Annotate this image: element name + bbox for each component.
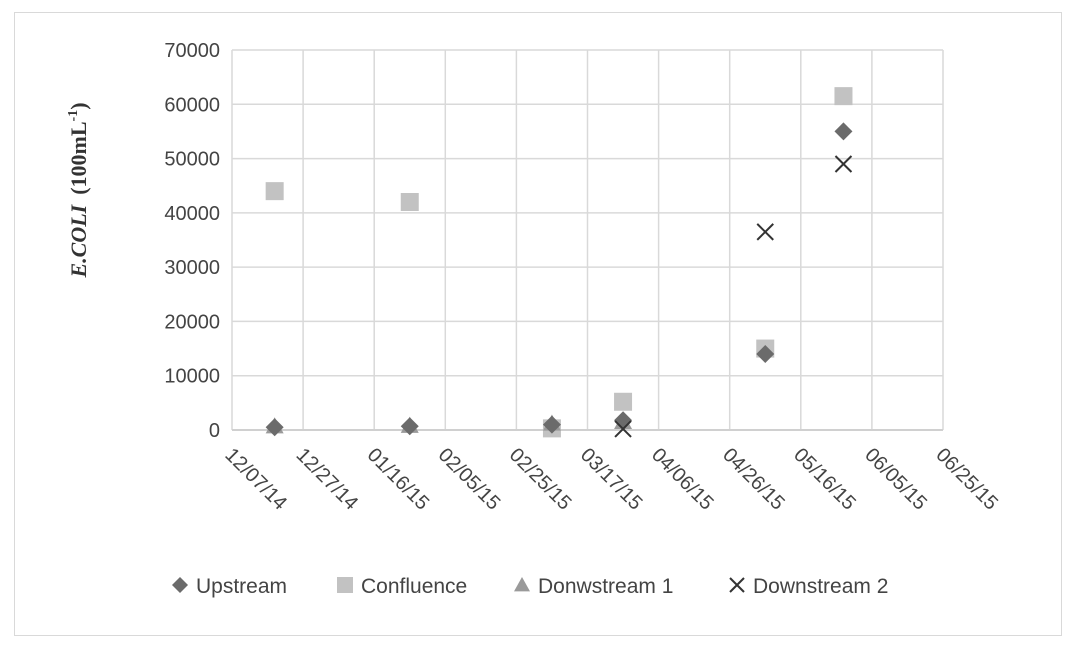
x-tick-label: 04/06/15 <box>647 444 718 515</box>
data-points <box>265 87 853 438</box>
x-tick-label: 03/17/15 <box>576 444 647 515</box>
legend-marker-downstream-2 <box>729 577 745 593</box>
confluence-point <box>265 182 284 201</box>
y-tick-label: 60000 <box>164 94 220 116</box>
y-tick-label: 10000 <box>164 366 220 388</box>
y-tick-label: 20000 <box>164 311 220 333</box>
y-tick-label: 40000 <box>164 203 220 225</box>
legend-item-downstream-2: Downstream 2 <box>729 575 888 598</box>
y-tick-label: 0 <box>209 420 220 442</box>
legend-label: Downstream 2 <box>753 575 888 598</box>
legend-item-confluence: Confluence <box>337 575 467 598</box>
y-tick-label: 30000 <box>164 257 220 279</box>
upstream-point <box>265 418 284 437</box>
y-axis-label-close: ) <box>66 102 91 109</box>
legend-marker-upstream <box>172 577 188 593</box>
x-marker-stroke <box>756 223 774 241</box>
x-tick-label: 05/16/15 <box>789 444 860 515</box>
legend-label: Confluence <box>361 575 467 598</box>
downstream-2-point <box>614 420 632 438</box>
downstream-2-point <box>756 223 774 241</box>
y-tick-label: 70000 <box>164 40 220 62</box>
downstream-2-point <box>834 155 853 173</box>
confluence-point <box>834 87 853 106</box>
y-axis-label: E.COLI (100mL-1) <box>66 102 91 278</box>
x-tick-label: 02/25/15 <box>505 444 576 515</box>
y-axis-label-sup: -1 <box>66 110 81 122</box>
x-marker-stroke <box>729 577 745 593</box>
x-tick-label: 01/16/15 <box>363 444 434 515</box>
y-tick-label: 50000 <box>164 149 220 171</box>
legend-marker-donwstream-1 <box>514 577 530 592</box>
x-tick-label: 12/27/14 <box>292 444 363 515</box>
x-marker-stroke <box>614 420 632 438</box>
legend-label: Upstream <box>196 575 287 598</box>
legend: Upstream Confluence Donwstream 1 Downstream… <box>172 575 888 598</box>
legend-marker-confluence <box>337 577 353 593</box>
chart-frame <box>14 12 1062 636</box>
legend-item-donwstream-1: Donwstream 1 <box>514 575 673 598</box>
confluence-point <box>400 193 419 211</box>
upstream-point <box>542 415 561 434</box>
x-tick-label: 02/05/15 <box>434 444 505 515</box>
x-tick-label: 12/07/14 <box>220 444 291 515</box>
y-axis-label-unit: (100mL <box>66 121 91 194</box>
x-tick-label: 06/05/15 <box>860 444 931 515</box>
upstream-point <box>756 345 775 363</box>
x-tick-label: 06/25/15 <box>931 444 1002 515</box>
legend-item-upstream: Upstream <box>172 575 287 598</box>
gridlines <box>231 49 944 431</box>
x-tick-label: 04/26/15 <box>718 444 789 515</box>
legend-label: Donwstream 1 <box>538 575 673 598</box>
x-axis-ticks: 12/07/14 12/27/14 01/16/15 02/05/15 02/25/15… <box>220 444 1002 515</box>
upstream-point <box>400 417 419 436</box>
upstream-point <box>834 122 853 141</box>
y-axis-label-main: E.COLI <box>66 203 91 278</box>
x-marker-stroke <box>834 155 853 173</box>
y-axis-ticks: 0 10000 20000 30000 40000 50000 60000 70000 <box>164 40 220 442</box>
confluence-point <box>614 392 633 411</box>
